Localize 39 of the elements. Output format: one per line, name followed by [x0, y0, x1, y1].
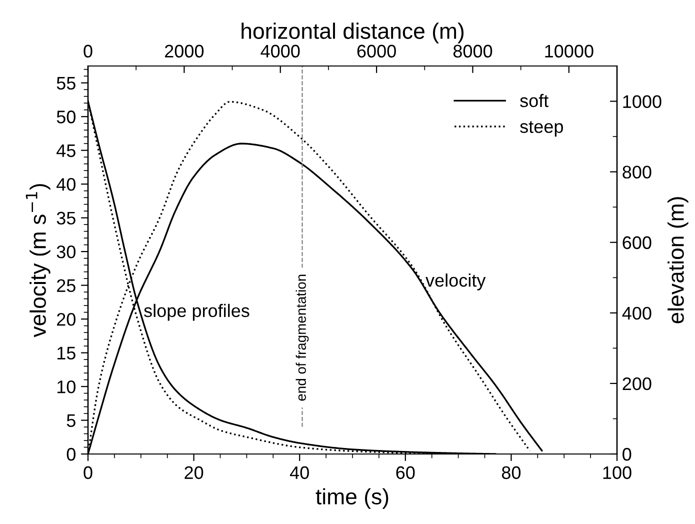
- annotation: slope profiles: [144, 304, 250, 321]
- x2-tick-label: 6000: [357, 44, 396, 58]
- x-tick-label: 60: [396, 466, 415, 480]
- x2-tick-label: 4000: [260, 44, 300, 58]
- x-tick-label: 40: [290, 466, 309, 480]
- annotation: velocity: [426, 274, 486, 290]
- x2-tick-label: 8000: [453, 44, 492, 58]
- y-tick-label: 20: [57, 312, 76, 326]
- x2-tick-label: 0: [84, 44, 92, 58]
- x-tick-label: 20: [184, 466, 204, 480]
- y-tick-label: 55: [56, 76, 76, 90]
- y-axis-title: velocity (m s$^{−1}$): [26, 184, 50, 338]
- ref-line-label: end of fragmentation: [296, 274, 309, 401]
- y2-tick-label: 1000: [623, 95, 662, 108]
- y-tick-label: 45: [56, 144, 76, 158]
- y2-tick-label: 200: [622, 377, 652, 390]
- y-tick-label: 35: [56, 212, 76, 225]
- y2-tick-label: 600: [622, 236, 652, 250]
- x2-tick-label: 2000: [165, 44, 204, 58]
- y-tick-label: 15: [57, 346, 76, 360]
- y2-tick-label: 0: [622, 448, 632, 461]
- y-tick-label: 30: [56, 246, 76, 258]
- y2-tick-label: 800: [622, 166, 652, 179]
- x2-tick-label: 10000: [545, 44, 594, 58]
- y-tick-label: 0: [66, 448, 76, 461]
- x2-axis-title: horizontal distance (m): [242, 22, 464, 44]
- y-tick-label: 5: [66, 414, 76, 427]
- y2-tick-label: 400: [622, 306, 652, 320]
- x-tick-label: 0: [84, 466, 92, 480]
- y-tick-label: 25: [57, 279, 76, 292]
- x-axis-title: time (s): [316, 488, 388, 509]
- y-tick-label: 40: [56, 178, 76, 191]
- x-tick-label: 100: [603, 466, 632, 480]
- legend-label: steep: [520, 121, 563, 137]
- x-tick-label: 80: [502, 466, 521, 480]
- y2-axis-title: elevation (m): [668, 197, 688, 324]
- y-tick-label: 50: [56, 110, 76, 124]
- legend-label: soft: [520, 94, 549, 108]
- y-tick-label: 10: [57, 380, 76, 394]
